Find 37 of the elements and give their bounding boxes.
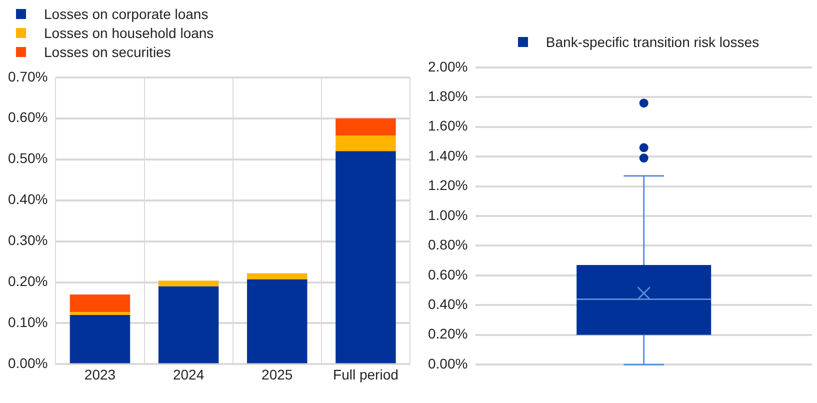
y-tick-label: 0.30%	[8, 232, 48, 248]
bar	[336, 136, 396, 152]
legend-label: Losses on household loans	[44, 24, 214, 40]
bar	[336, 151, 396, 364]
bar	[158, 286, 219, 364]
x-tick-label: 2025	[262, 366, 293, 382]
y-tick-label: 0.70%	[8, 68, 48, 84]
bar	[158, 280, 219, 286]
x-tick-label: Full period	[333, 366, 398, 382]
bar	[336, 118, 396, 136]
bar	[70, 315, 130, 364]
y-tick-label: 0.50%	[8, 150, 48, 166]
y-tick-label: 1.00%	[428, 206, 468, 223]
y-tick-label: 0.00%	[428, 355, 468, 372]
y-tick-label: 1.80%	[428, 88, 468, 104]
y-tick-label: 0.80%	[428, 236, 468, 253]
bar	[70, 294, 130, 312]
legend-label: Losses on corporate loans	[44, 6, 208, 22]
y-tick-label: 2.00%	[428, 58, 468, 74]
y-tick-label: 1.40%	[428, 147, 468, 164]
x-tick-label: 2024	[172, 366, 204, 382]
x-tick-label: 2023	[84, 366, 116, 382]
y-tick-label: 0.00%	[8, 355, 48, 372]
y-tick-label: 1.20%	[428, 177, 468, 194]
y-tick-label: 0.40%	[8, 191, 48, 208]
y-tick-label: 1.60%	[428, 118, 468, 134]
bar	[70, 312, 130, 316]
y-tick-label: 0.40%	[428, 296, 468, 312]
y-tick-label: 0.60%	[428, 266, 468, 282]
bar	[247, 273, 308, 280]
y-tick-label: 0.60%	[8, 109, 48, 126]
bar	[247, 279, 308, 364]
legend-label: Bank-specific transition risk losses	[546, 34, 760, 50]
legend-label: Losses on securities	[44, 44, 171, 60]
y-tick-label: 0.10%	[8, 314, 48, 330]
y-tick-label: 0.20%	[428, 326, 468, 342]
y-tick-label: 0.20%	[8, 273, 48, 290]
